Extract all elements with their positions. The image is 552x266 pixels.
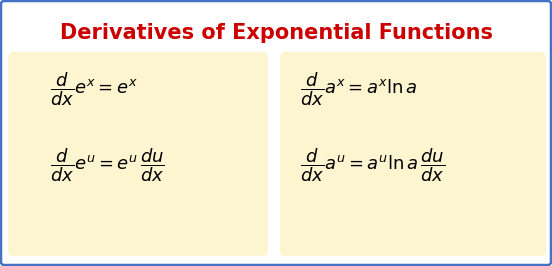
Text: $\dfrac{d}{dx}e^{u} = e^{u}\,\dfrac{du}{dx}$: $\dfrac{d}{dx}e^{u} = e^{u}\,\dfrac{du}{… [50,146,165,184]
Text: $\dfrac{d}{dx}a^{u} = a^{u}\ln a\,\dfrac{du}{dx}$: $\dfrac{d}{dx}a^{u} = a^{u}\ln a\,\dfrac… [300,146,445,184]
Text: $\dfrac{d}{dx}e^{x} = e^{x}$: $\dfrac{d}{dx}e^{x} = e^{x}$ [50,70,138,108]
FancyBboxPatch shape [8,52,268,256]
Text: $\dfrac{d}{dx}a^{x} = a^{x}\ln a$: $\dfrac{d}{dx}a^{x} = a^{x}\ln a$ [300,70,417,108]
Text: Derivatives of Exponential Functions: Derivatives of Exponential Functions [60,23,492,43]
FancyBboxPatch shape [280,52,546,256]
